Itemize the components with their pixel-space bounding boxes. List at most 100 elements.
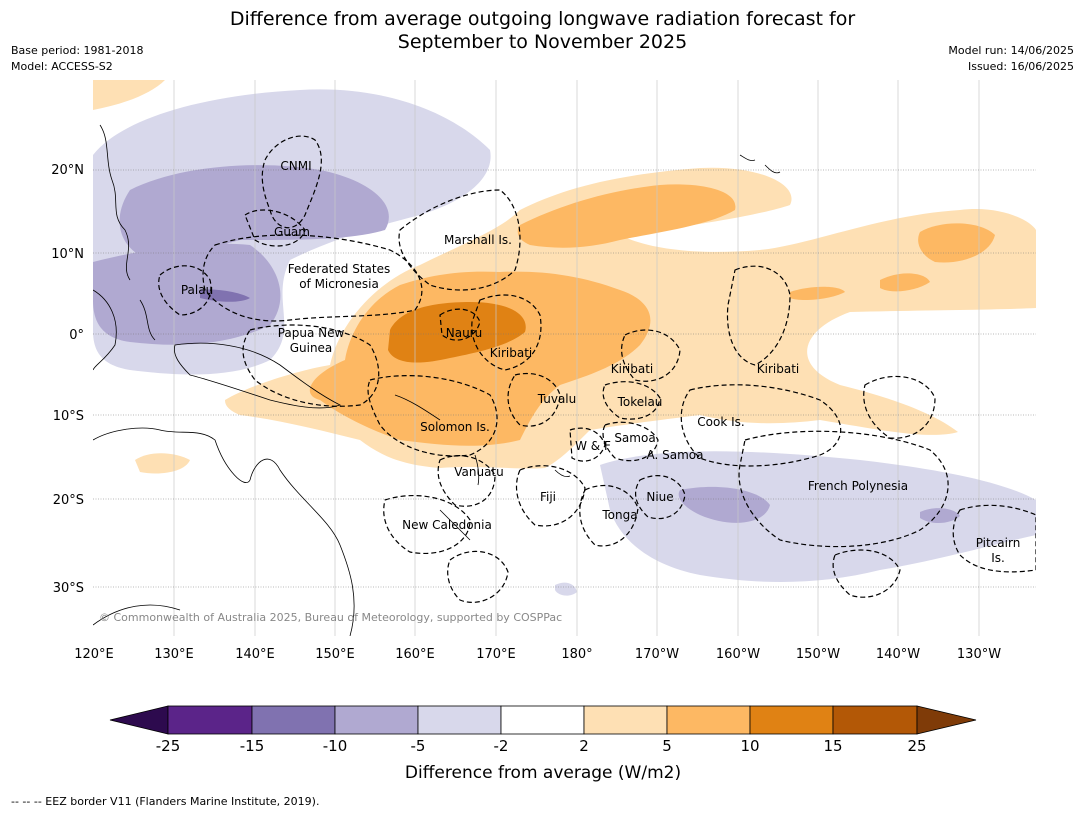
cb-tick-2: -10 — [323, 737, 348, 755]
cb-tick-4: -2 — [494, 737, 509, 755]
eez-fsm — [202, 234, 423, 322]
colorbar-bin-5 — [500, 705, 585, 735]
eez-cook — [680, 384, 842, 467]
lon-label-160w: 160°W — [716, 647, 760, 662]
lon-label-120e: 120°E — [74, 647, 114, 662]
colorbar-bin-8 — [749, 705, 834, 735]
coast-new-guinea — [173, 342, 342, 409]
eez-line-islands — [726, 265, 791, 366]
label-guam: Guam — [274, 225, 310, 239]
eez-french-polynesia — [738, 430, 949, 548]
label-png-2: Guinea — [290, 341, 333, 355]
colorbar-bin-3 — [334, 705, 419, 735]
label-french-polynesia: French Polynesia — [808, 479, 908, 493]
region-labels: CNMI Guam Marshall Is. Federated States … — [181, 159, 1020, 565]
colorbar-bin-1 — [167, 705, 253, 735]
eez-solomon — [367, 375, 498, 457]
anomaly-positive-mid-north — [517, 184, 736, 248]
eez-new-caledonia — [383, 494, 471, 554]
lat-label-10s: 10°S — [53, 409, 84, 424]
model-run: Model run: 14/06/2025 — [948, 44, 1074, 57]
eez-vanuatu — [437, 455, 496, 507]
title-line-1: Difference from average outgoing longwav… — [229, 8, 856, 30]
issued-date: Issued: 16/06/2025 — [967, 60, 1074, 73]
cb-tick-9: 25 — [907, 737, 926, 755]
coast-australia — [93, 427, 355, 636]
label-solomon: Solomon Is. — [420, 420, 490, 434]
eez-tuvalu — [507, 373, 561, 427]
eez-austral-south — [832, 549, 901, 598]
label-pitcairn-2: Is. — [991, 551, 1005, 565]
eez-marshall — [398, 189, 521, 291]
lon-label-160e: 160°E — [395, 647, 435, 662]
eez-palau — [158, 265, 212, 316]
label-tokelau: Tokelau — [617, 395, 663, 409]
coast-vanuatu — [474, 454, 480, 486]
coast-borneo — [93, 289, 117, 371]
lon-label-140e: 140°E — [235, 647, 275, 662]
label-american-samoa: A. Samoa — [647, 448, 704, 462]
colorbar-tick-labels: -25 -15 -10 -5 -2 2 5 10 15 25 — [156, 737, 927, 755]
label-kiribati-phoenix: Kiribati — [611, 362, 653, 376]
lat-label-0: 0° — [69, 328, 84, 343]
model-name: Model: ACCESS-S2 — [11, 60, 113, 73]
lon-label-140w: 140°W — [876, 647, 920, 662]
anomaly-positive-mid-patch2 — [880, 273, 930, 292]
colorbar-bin-2 — [251, 705, 336, 735]
anomaly-negative-mid-pitcairn — [920, 508, 960, 524]
lat-label-20s: 20°S — [53, 493, 84, 508]
anomaly-positive-light-west — [135, 453, 190, 474]
label-vanuatu: Vanuatu — [454, 465, 504, 479]
label-tonga: Tonga — [601, 508, 637, 522]
copyright-notice: © Commonwealth of Australia 2025, Bureau… — [99, 611, 562, 624]
eez-kiribati-gilbert — [471, 294, 542, 371]
lon-label-130e: 130°E — [154, 647, 194, 662]
cb-tick-6: 5 — [662, 737, 672, 755]
lat-label-10n: 10°N — [51, 247, 84, 262]
eez-legend-note: -- -- -- EEZ border V11 (Flanders Marine… — [11, 795, 320, 808]
eez-niue — [634, 475, 686, 520]
label-marshall: Marshall Is. — [444, 233, 512, 247]
colorbar-bin-4 — [417, 705, 502, 735]
label-cnmi: CNMI — [280, 159, 311, 173]
label-pitcairn-1: Pitcairn — [976, 536, 1021, 550]
eez-tokelau — [602, 381, 661, 420]
graticule — [173, 80, 980, 636]
longitude-tick-labels: 120°E 130°E 140°E 150°E 160°E 170°E 180°… — [74, 647, 1001, 662]
label-png-1: Papua New — [278, 326, 345, 340]
latitude-tick-labels: 20°N 10°N 0° 10°S 20°S 30°S — [51, 163, 84, 596]
anomaly-positive-mid-patch — [790, 286, 845, 300]
coast-fiji — [554, 469, 571, 478]
lat-label-20n: 20°N — [51, 163, 84, 178]
title-line-2: September to November 2025 — [397, 31, 688, 53]
base-period: Base period: 1981-2018 — [11, 44, 144, 57]
eez-wf — [569, 427, 606, 462]
lon-label-180: 180° — [561, 647, 592, 662]
anomaly-positive-high — [388, 302, 526, 363]
anomaly-negative-mid-west — [93, 243, 281, 345]
coast-philippines — [99, 124, 131, 281]
eez-nc-south — [447, 550, 509, 603]
colorbar — [109, 705, 977, 735]
eez-cnmi — [261, 135, 322, 229]
anomaly-positive-light-northwest — [93, 80, 165, 110]
cb-tick-7: 10 — [740, 737, 759, 755]
eez-tonga — [579, 484, 639, 547]
label-samoa: Samoa — [614, 431, 655, 445]
colorbar-high-arrow — [916, 705, 977, 735]
eez-fp-north — [863, 375, 936, 439]
coastlines — [93, 124, 781, 636]
lat-label-30s: 30°S — [53, 581, 84, 596]
label-nauru: Nauru — [446, 326, 482, 340]
colorbar-label: Difference from average (W/m2) — [405, 763, 681, 783]
lon-label-170w: 170°W — [635, 647, 679, 662]
colorbar-bin-9 — [832, 705, 918, 735]
map-title: Difference from average outgoing longwav… — [0, 8, 1085, 54]
colorbar-low-arrow — [109, 705, 169, 735]
eez-png — [242, 324, 380, 407]
cb-tick-5: 2 — [579, 737, 589, 755]
label-wf: W & F — [575, 439, 611, 453]
cb-tick-3: -5 — [411, 737, 426, 755]
label-cook: Cook Is. — [697, 415, 744, 429]
